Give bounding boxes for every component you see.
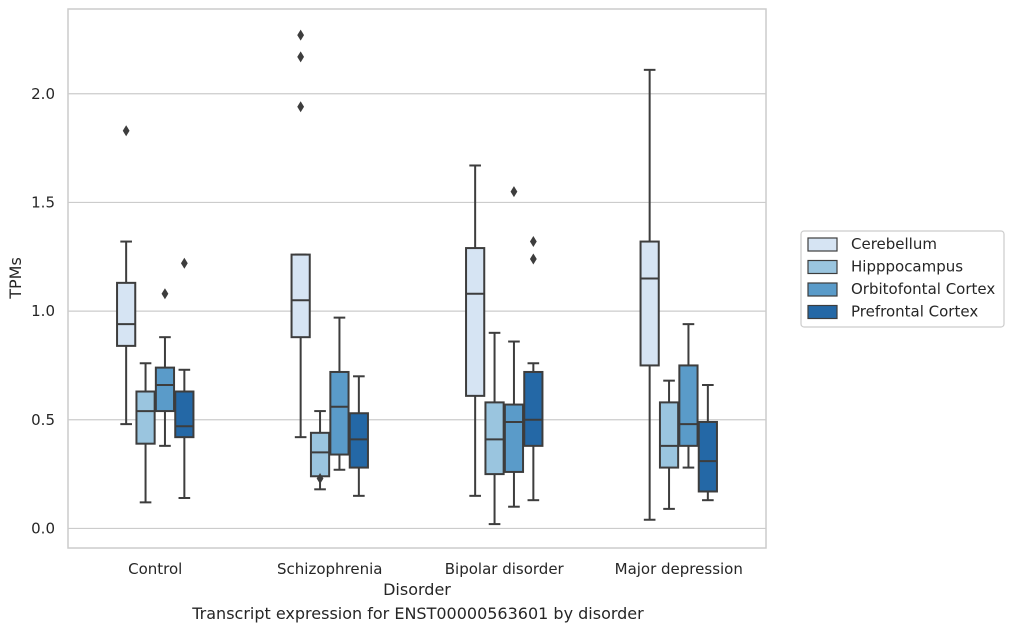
y-tick-label: 2.0 <box>31 85 55 103</box>
outlier-point <box>180 257 188 269</box>
iqr-box <box>290 253 311 339</box>
outlier-point <box>316 472 324 484</box>
x-tick-label: Major depression <box>615 560 743 578</box>
box-orbitofontal-cortex <box>154 288 176 447</box>
iqr-box <box>154 366 176 413</box>
legend-frame <box>800 230 1005 328</box>
y-tick-label: 1.5 <box>31 193 55 211</box>
outlier-point <box>529 253 537 265</box>
legend-swatch <box>807 237 838 252</box>
y-tick-labels: 0.0 0.5 1.0 1.5 2.0 <box>31 85 55 538</box>
iqr-box <box>697 420 718 493</box>
iqr-box <box>348 412 369 469</box>
iqr-box <box>678 364 699 447</box>
legend-swatch <box>807 282 838 297</box>
outlier-point <box>297 101 305 113</box>
legend-label: Hipppocampus <box>851 258 963 276</box>
outlier-point <box>122 125 130 137</box>
legend: Cerebellum Hipppocampus Orbitofontal Corte… <box>800 230 1005 328</box>
figure-caption: Transcript expression for ENST0000056360… <box>192 604 644 623</box>
x-tick-label: Schizophrenia <box>277 560 382 578</box>
y-tick-label: 0.0 <box>31 519 55 537</box>
box-hipppocampus <box>135 362 156 504</box>
iqr-box <box>329 370 350 456</box>
box-cerebellum <box>290 29 311 439</box>
outlier-point <box>297 51 305 63</box>
y-tick-label: 1.0 <box>31 302 55 320</box>
iqr-box <box>174 390 195 439</box>
box-hipppocampus <box>658 379 680 510</box>
box-hipppocampus <box>484 331 505 526</box>
outlier-point <box>297 29 305 41</box>
box-cerebellum <box>116 125 137 426</box>
box-prefrontal-cortex <box>523 236 544 502</box>
legend-label: Orbitofontal Cortex <box>851 280 995 298</box>
iqr-box <box>135 390 156 445</box>
iqr-box <box>309 431 331 478</box>
box-prefrontal-cortex <box>174 257 195 500</box>
x-axis-label: Disorder <box>383 580 451 599</box>
iqr-box <box>465 247 486 397</box>
legend-swatch <box>807 304 838 320</box>
iqr-box <box>503 403 525 473</box>
legend-label: Prefrontal Cortex <box>851 303 978 321</box>
x-tick-label: Control <box>128 560 182 578</box>
plot-frame <box>67 8 767 549</box>
box-orbitofontal-cortex <box>503 186 525 508</box>
iqr-box <box>484 401 505 476</box>
box-cerebellum <box>639 68 660 521</box>
iqr-box <box>639 240 660 367</box>
x-tick-labels: Control Schizophrenia Bipolar disorder Majo… <box>128 560 743 578</box>
y-axis-label: TPMs <box>6 257 25 300</box>
iqr-box <box>658 401 680 469</box>
outlier-point <box>529 236 537 248</box>
y-tick-label: 0.5 <box>31 411 55 429</box>
outlier-point <box>510 186 518 198</box>
box-orbitofontal-cortex <box>678 323 699 469</box>
iqr-box <box>116 281 137 347</box>
box-prefrontal-cortex <box>348 375 369 497</box>
legend-swatch <box>807 259 838 275</box>
box-prefrontal-cortex <box>697 383 718 502</box>
x-tick-label: Bipolar disorder <box>445 560 565 578</box>
box-cerebellum <box>465 164 486 497</box>
box-series <box>116 29 718 526</box>
box-hipppocampus <box>309 410 331 491</box>
iqr-box <box>523 370 544 447</box>
box-orbitofontal-cortex <box>329 316 350 471</box>
legend-label: Cerebellum <box>851 235 937 253</box>
outlier-point <box>161 288 169 300</box>
